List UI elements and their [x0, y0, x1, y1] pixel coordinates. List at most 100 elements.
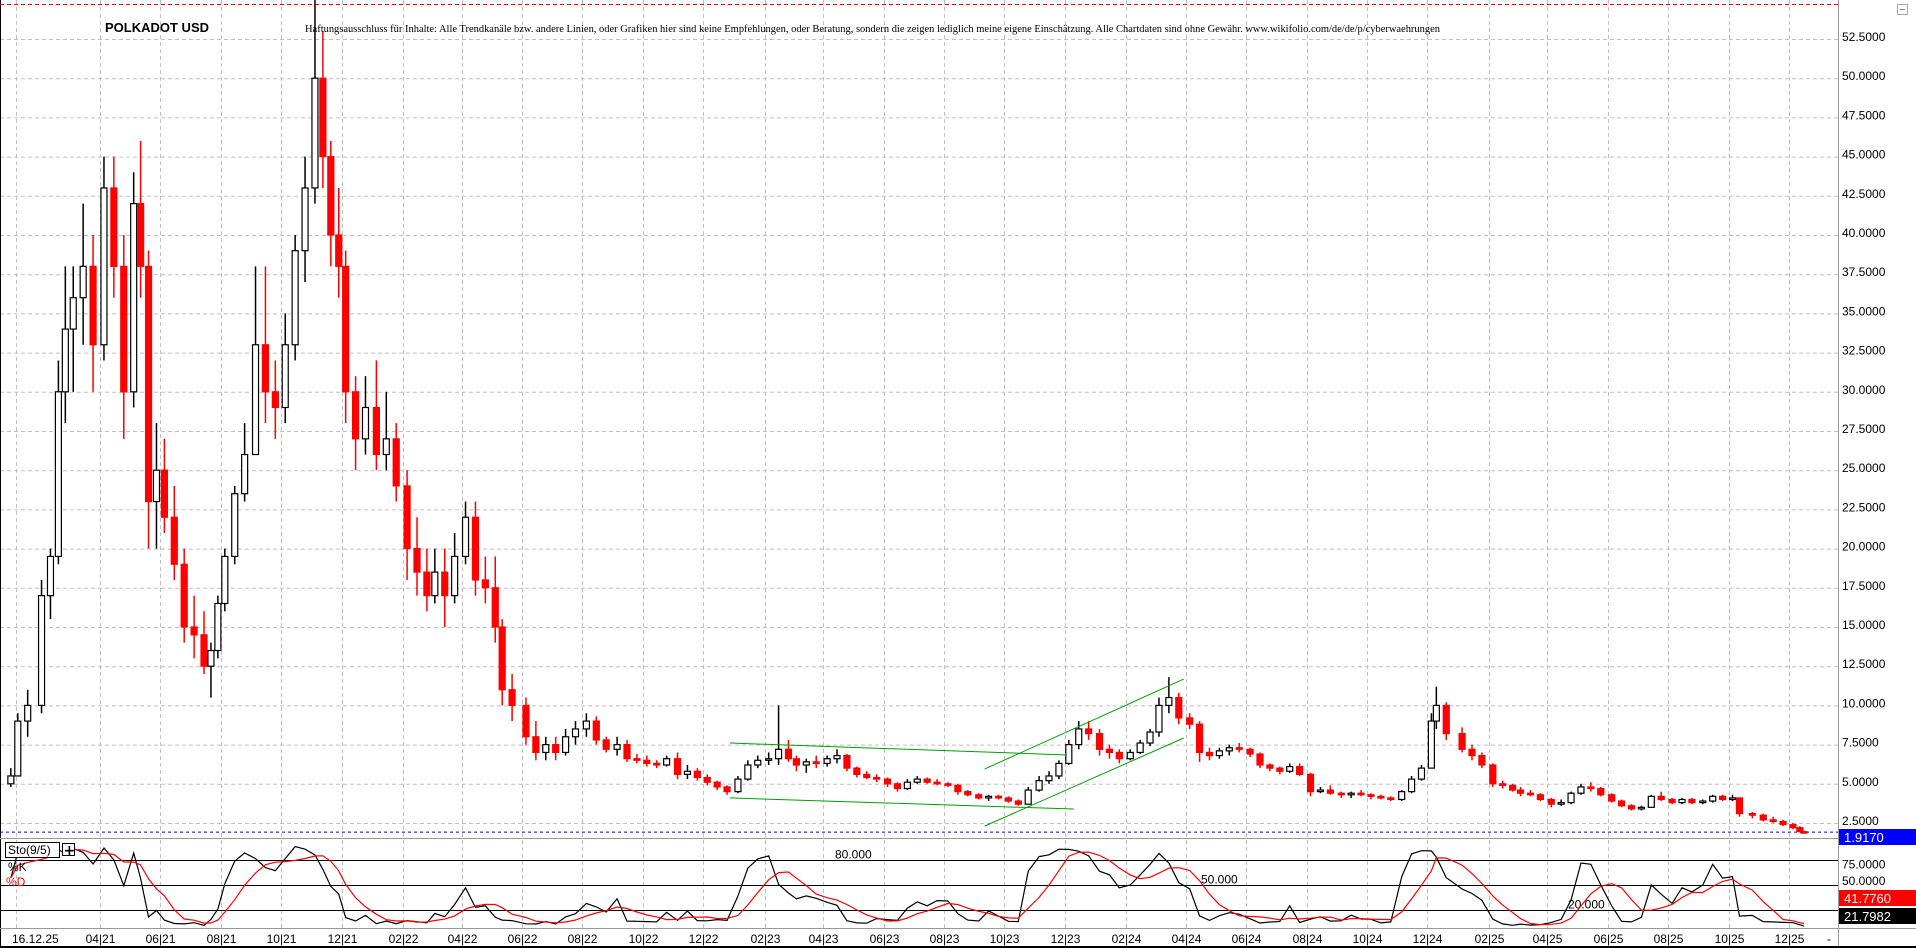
candle-up — [984, 794, 993, 802]
candle-up — [1165, 677, 1173, 714]
candle-up — [561, 728, 570, 756]
candle-up — [24, 689, 32, 737]
candle-up — [802, 758, 810, 773]
candle-up — [613, 736, 621, 756]
candle-body — [774, 748, 783, 760]
candle-down — [170, 485, 178, 580]
candle-up — [1136, 739, 1144, 755]
candle-body — [301, 187, 309, 252]
candle-down — [372, 360, 380, 471]
trendline — [984, 678, 1184, 770]
candle-down — [1186, 713, 1194, 729]
candle-body — [1526, 792, 1535, 796]
candle-down — [784, 739, 793, 762]
candle-body — [784, 748, 793, 760]
trendlines — [730, 678, 1184, 827]
candle-body — [423, 571, 431, 597]
candle-body — [1085, 728, 1093, 735]
y-tick-label: 52.5000 — [1842, 30, 1886, 44]
candle-body — [382, 438, 390, 456]
candle-body — [1587, 786, 1595, 790]
candle-down — [673, 752, 682, 780]
candle-up — [1432, 686, 1440, 729]
candle-body — [744, 764, 752, 780]
candle-body — [1509, 784, 1517, 791]
candle-up — [1286, 763, 1294, 773]
candle-up — [1075, 721, 1083, 750]
candle-body — [1516, 789, 1525, 794]
candle-up — [1407, 775, 1416, 794]
candle-up — [571, 721, 580, 745]
candle-body — [481, 579, 489, 589]
candle-down — [413, 517, 421, 596]
candle-down — [653, 760, 661, 769]
candle-body — [1468, 748, 1476, 757]
candle-up — [301, 156, 309, 283]
candle-up — [582, 713, 590, 737]
candle-down — [1014, 799, 1022, 806]
candle-down — [200, 611, 208, 675]
y-tick-label: 12.5000 — [1842, 657, 1886, 671]
candle-body — [933, 781, 941, 785]
candle-body — [1004, 797, 1012, 802]
candle-body — [319, 77, 327, 158]
candle-body — [1728, 797, 1737, 801]
x-tick-label: 12|23 — [1051, 932, 1081, 946]
candle-body — [1627, 805, 1636, 810]
candle-body — [1748, 812, 1756, 816]
candle-body — [137, 203, 145, 267]
y-tick-label: 10.0000 — [1842, 696, 1886, 710]
candle-body — [461, 516, 470, 558]
candle-body — [1417, 767, 1426, 780]
price-axis: 52.5000 50.0000 47.5000 45.0000 42.5000 40.00… — [1839, 30, 1916, 924]
add-indicator-button[interactable] — [62, 843, 75, 856]
candle-down — [1115, 749, 1123, 764]
candle-body — [1266, 764, 1274, 769]
candle-body — [1796, 827, 1804, 833]
x-tick-label: 06|23 — [870, 932, 900, 946]
disclaimer-text: Haftungsausschluss für Inhalte: Alle Tre… — [305, 23, 1440, 35]
y-tick-label: 15.0000 — [1842, 618, 1886, 632]
candle-body — [1547, 798, 1555, 805]
y-tick-label: 2.5000 — [1842, 814, 1879, 828]
candle-up — [461, 501, 470, 565]
candle-body — [532, 736, 540, 754]
candle-body — [1126, 751, 1134, 760]
x-tick-label: 10|21 — [267, 932, 297, 946]
candle-up — [291, 235, 299, 361]
candle-down — [160, 438, 168, 533]
candle-body — [994, 795, 1003, 799]
candle-down — [964, 790, 972, 797]
stochastic-label-box[interactable] — [5, 842, 60, 858]
x-tick-label: 02|22 — [389, 932, 419, 946]
candle-down — [954, 783, 962, 795]
grid — [0, 0, 1838, 928]
x-tick-label: 04|24 — [1172, 932, 1202, 946]
candle-up — [1678, 797, 1686, 805]
stoch-k-line — [10, 845, 1805, 927]
candle-up — [683, 764, 692, 780]
x-tick-label: 12|22 — [689, 932, 719, 946]
x-tick-label: 02|25 — [1475, 932, 1505, 946]
candle-down — [403, 470, 411, 580]
candle-down — [1478, 752, 1486, 769]
x-tick-label: 10|22 — [629, 932, 659, 946]
candle-down — [522, 697, 530, 745]
candle-body — [214, 602, 222, 652]
candle-down — [1597, 786, 1605, 797]
candles — [7, 0, 1808, 834]
candle-down — [1499, 780, 1507, 789]
stochastic-lines — [10, 845, 1805, 927]
candle-body — [1225, 747, 1233, 752]
x-tick-label: 02|23 — [751, 932, 781, 946]
x-tick-label: 04|23 — [809, 932, 839, 946]
candle-down — [1175, 692, 1183, 725]
candle-body — [823, 758, 831, 765]
candle-up — [37, 579, 46, 714]
candle-body — [1326, 789, 1334, 794]
candle-body — [873, 776, 881, 780]
candle-body — [241, 453, 249, 495]
candle-down — [933, 779, 941, 786]
candle-body — [1668, 798, 1676, 804]
stoch-d-line — [10, 848, 1805, 926]
